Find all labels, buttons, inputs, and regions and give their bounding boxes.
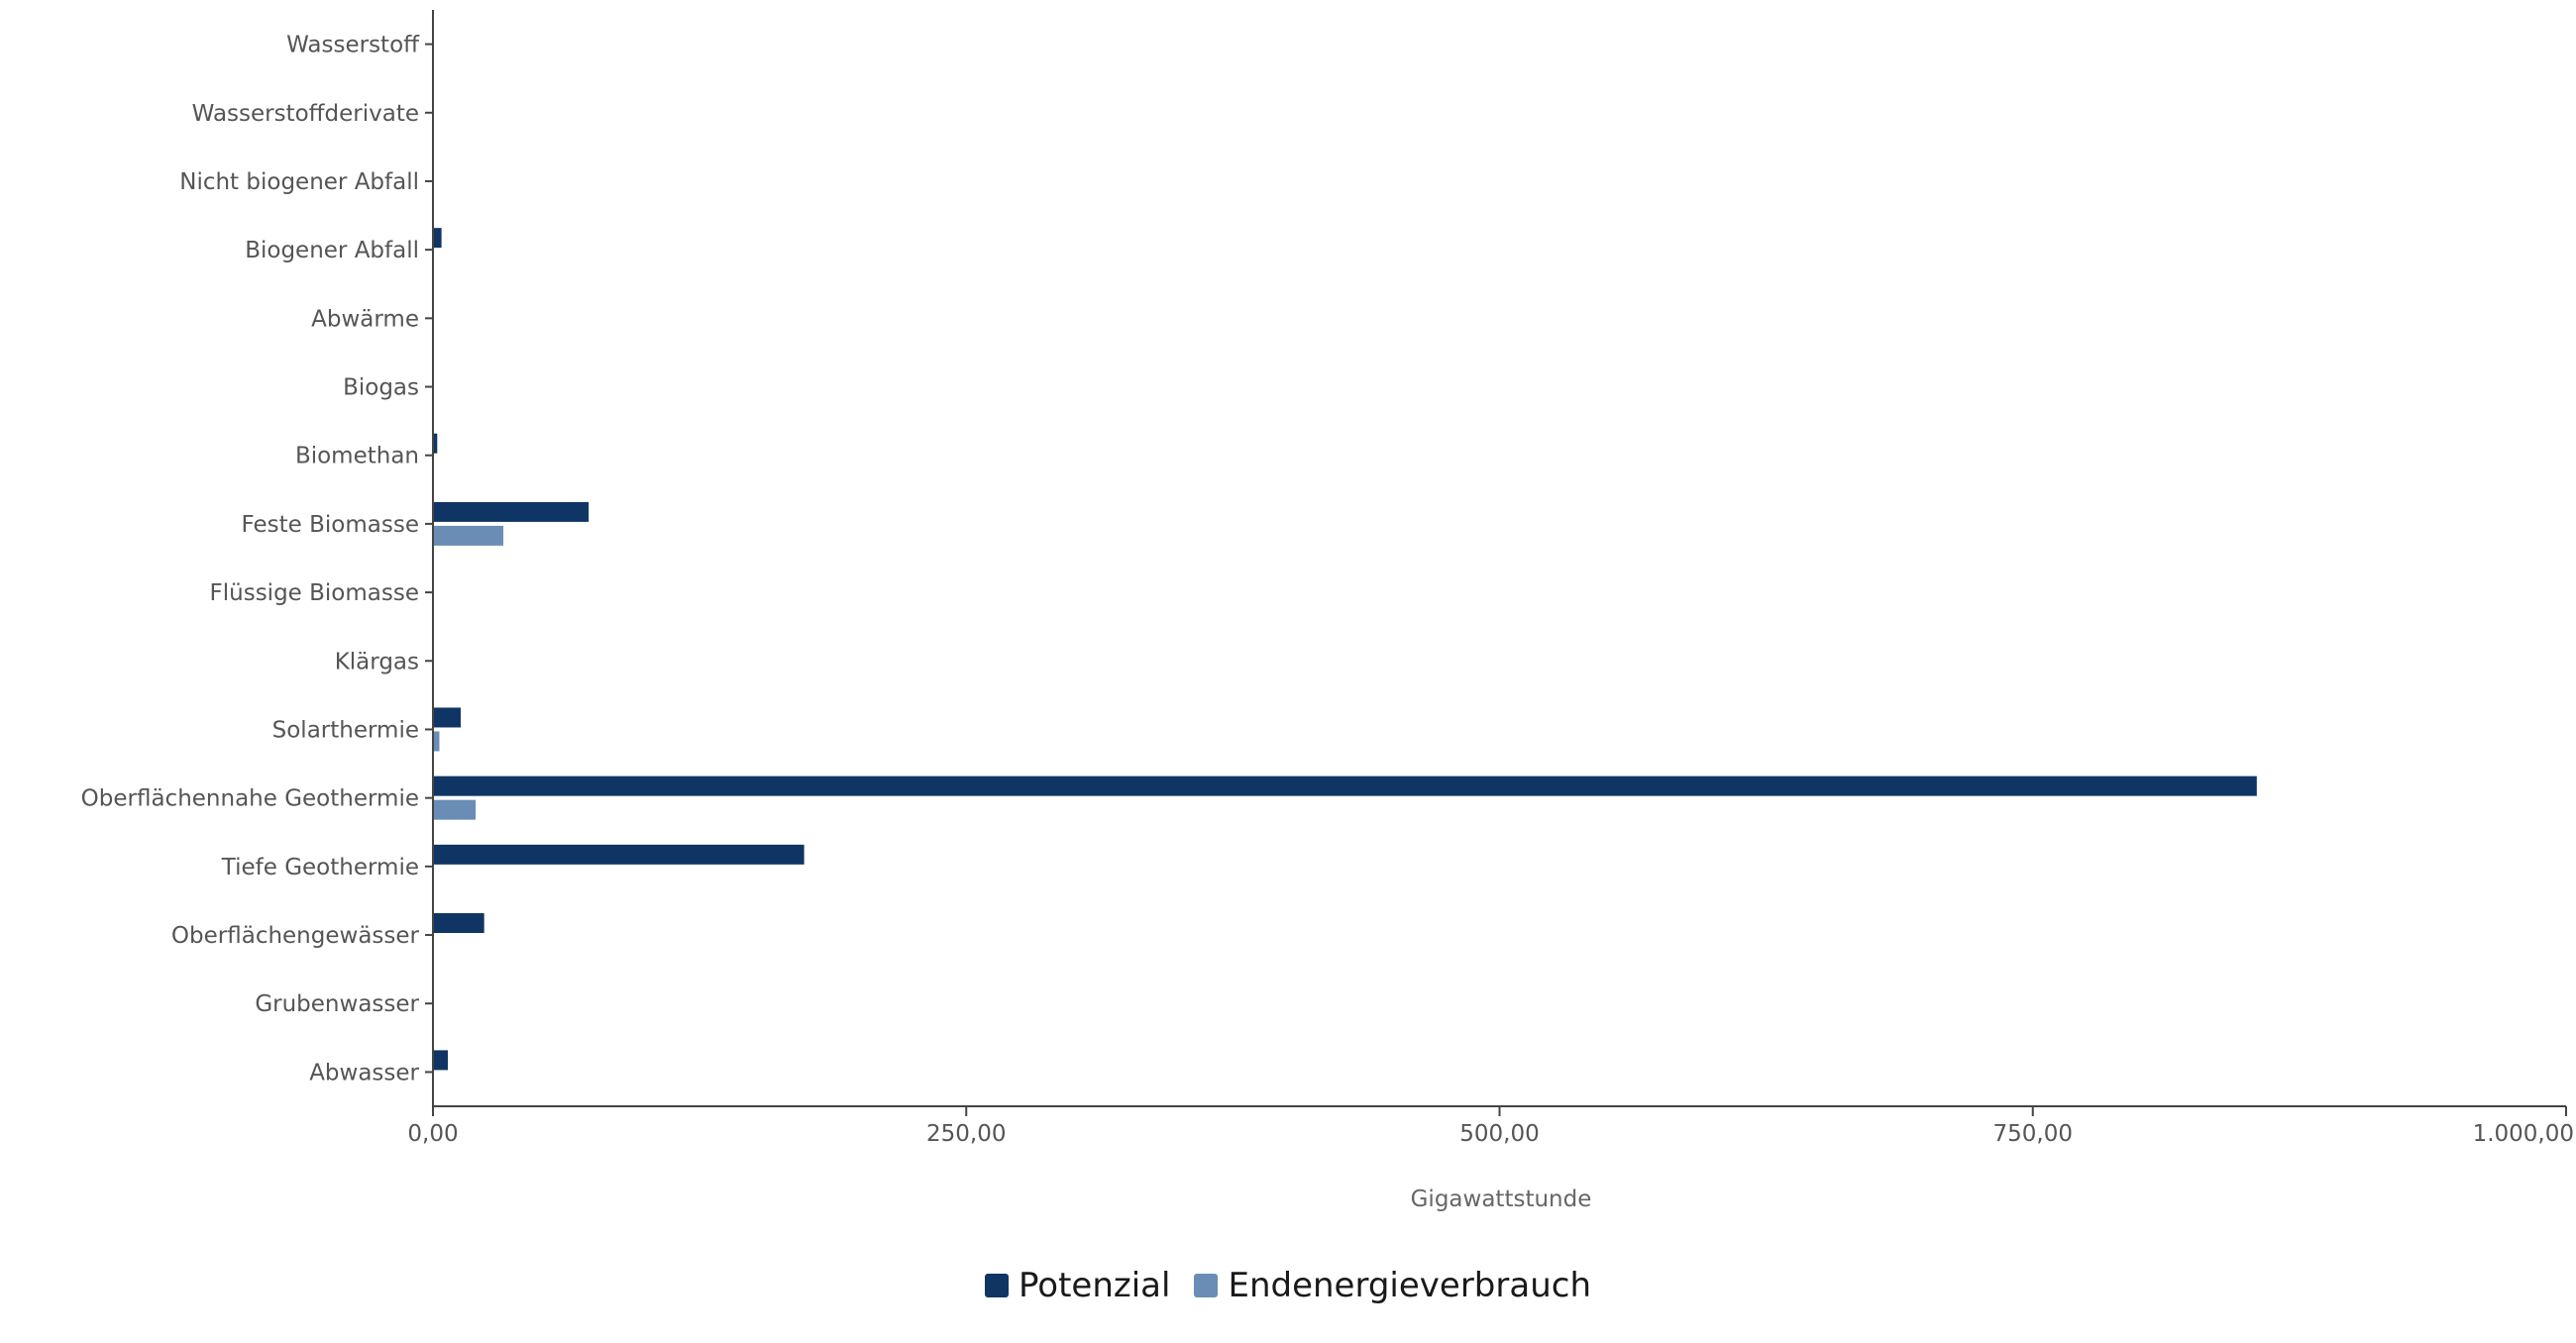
legend: Potenzial Endenergieverbrauch: [0, 1266, 2576, 1305]
y-tick-label-feste-biomasse: Feste Biomasse: [242, 512, 419, 538]
x-tick-label: 750,00: [1993, 1121, 2073, 1147]
legend-label-endenergieverbrauch: Endenergieverbrauch: [1228, 1266, 1591, 1305]
bar-potenzial-oberflaechengewaesser[interactable]: [433, 913, 484, 934]
legend-swatch-potenzial: [985, 1274, 1009, 1297]
y-tick-label-nicht-biogener-abfall: Nicht biogener Abfall: [179, 169, 419, 195]
y-tick-label-oberflaechennahe-geothermie: Oberflächennahe Geothermie: [81, 786, 419, 812]
y-tick-label-biogas: Biogas: [343, 375, 419, 401]
x-tick-label: 500,00: [1459, 1121, 1539, 1147]
bar-endenergieverbrauch-solarthermie[interactable]: [433, 731, 440, 752]
x-tick-label: 0,00: [407, 1121, 458, 1147]
bar-potenzial-abwasser[interactable]: [433, 1050, 449, 1071]
y-tick-label-solarthermie: Solarthermie: [272, 717, 419, 743]
x-tick-label: 250,00: [926, 1121, 1006, 1147]
y-tick-label-wasserstoff: Wasserstoff: [286, 33, 420, 58]
y-tick-label-grubenwasser: Grubenwasser: [255, 991, 419, 1017]
legend-item-endenergieverbrauch[interactable]: Endenergieverbrauch: [1194, 1266, 1591, 1305]
y-tick-label-oberflaechengewaesser: Oberflächengewässer: [171, 923, 420, 949]
y-axis: Wasserstoff Wasserstoffderivate Nicht biog…: [81, 10, 434, 1106]
y-tick-label-wasserstoffderivate: Wasserstoffderivate: [192, 101, 419, 127]
x-tick-label: 1.000,00: [2473, 1121, 2574, 1147]
bar-potenzial-biogener-abfall[interactable]: [433, 228, 442, 249]
y-tick-label-abwaerme: Abwärme: [311, 306, 419, 332]
legend-swatch-endenergieverbrauch: [1194, 1274, 1219, 1297]
bar-potenzial-oberflaechennahe-geothermie[interactable]: [433, 775, 2257, 796]
bar-endenergieverbrauch-oberflaechennahe-geothermie[interactable]: [433, 799, 477, 820]
bar-potenzial-solarthermie[interactable]: [433, 707, 461, 728]
legend-label-potenzial: Potenzial: [1019, 1266, 1171, 1305]
y-tick-label-klaergas: Klärgas: [335, 649, 419, 674]
bar-potenzial-biomethan[interactable]: [433, 433, 438, 454]
x-axis: 0,00 250,00 500,00 750,00 1.000,00: [407, 1105, 2574, 1147]
x-axis-title: Gigawattstunde: [1411, 1187, 1592, 1212]
bar-potenzial-tiefe-geothermie[interactable]: [433, 844, 805, 865]
y-tick-label-biogener-abfall: Biogener Abfall: [245, 238, 419, 263]
y-tick-label-fluessige-biomasse: Flüssige Biomasse: [210, 580, 419, 606]
bar-endenergieverbrauch-feste-biomasse[interactable]: [433, 525, 504, 546]
y-tick-label-tiefe-geothermie: Tiefe Geothermie: [221, 855, 419, 880]
y-tick-label-biomethan: Biomethan: [295, 444, 419, 469]
bars-layer: [433, 228, 2257, 1071]
bar-potenzial-feste-biomasse[interactable]: [433, 501, 590, 522]
y-tick-label-abwasser: Abwasser: [309, 1060, 419, 1085]
legend-item-potenzial[interactable]: Potenzial: [985, 1266, 1170, 1305]
